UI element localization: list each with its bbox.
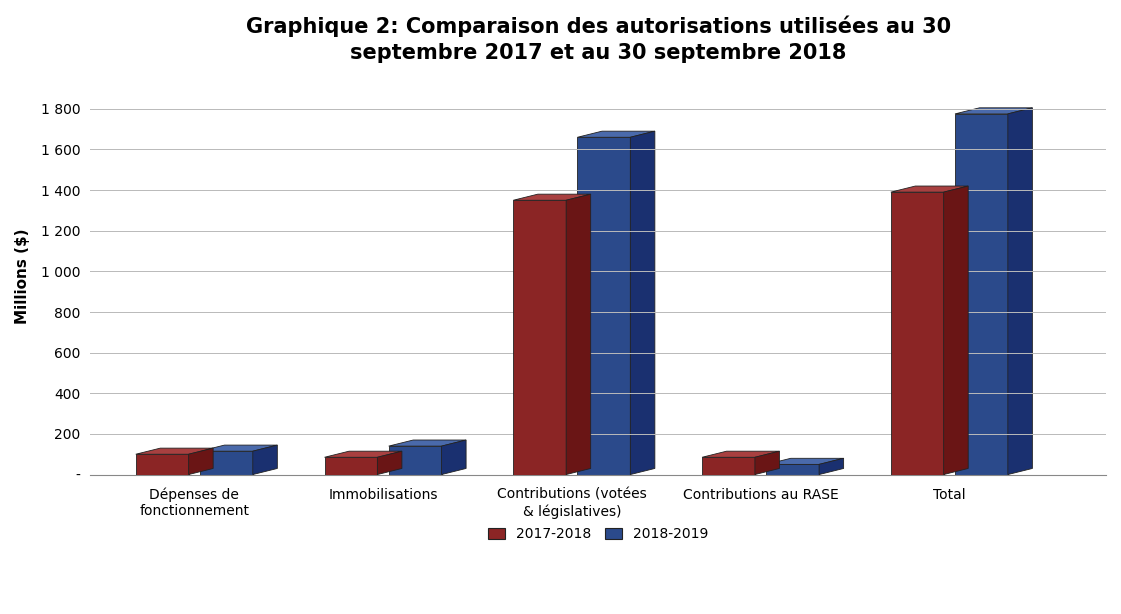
Polygon shape [702,457,754,475]
Title: Graphique 2: Comparaison des autorisations utilisées au 30
septembre 2017 et au : Graphique 2: Comparaison des autorisatio… [245,15,951,63]
Polygon shape [891,186,969,192]
Polygon shape [200,445,277,451]
Polygon shape [819,458,844,475]
Polygon shape [389,440,466,446]
Polygon shape [324,451,402,457]
Polygon shape [253,445,277,475]
Polygon shape [767,464,819,475]
Polygon shape [891,192,944,475]
Polygon shape [513,194,591,200]
Polygon shape [324,457,378,475]
Polygon shape [577,131,655,138]
Polygon shape [955,108,1032,114]
Polygon shape [630,131,655,475]
Polygon shape [702,451,779,457]
Polygon shape [389,446,442,475]
Polygon shape [767,458,844,464]
Polygon shape [136,448,213,454]
Polygon shape [1008,108,1032,475]
Y-axis label: Millions ($): Millions ($) [15,228,30,324]
Polygon shape [378,451,402,475]
Polygon shape [136,454,188,475]
Polygon shape [754,451,779,475]
Polygon shape [566,194,591,475]
Polygon shape [944,186,969,475]
Polygon shape [955,114,1008,475]
Polygon shape [442,440,466,475]
Polygon shape [188,448,213,475]
Polygon shape [200,451,253,475]
Polygon shape [577,138,630,475]
Polygon shape [513,200,566,475]
Legend: 2017-2018, 2018-2019: 2017-2018, 2018-2019 [483,522,714,547]
